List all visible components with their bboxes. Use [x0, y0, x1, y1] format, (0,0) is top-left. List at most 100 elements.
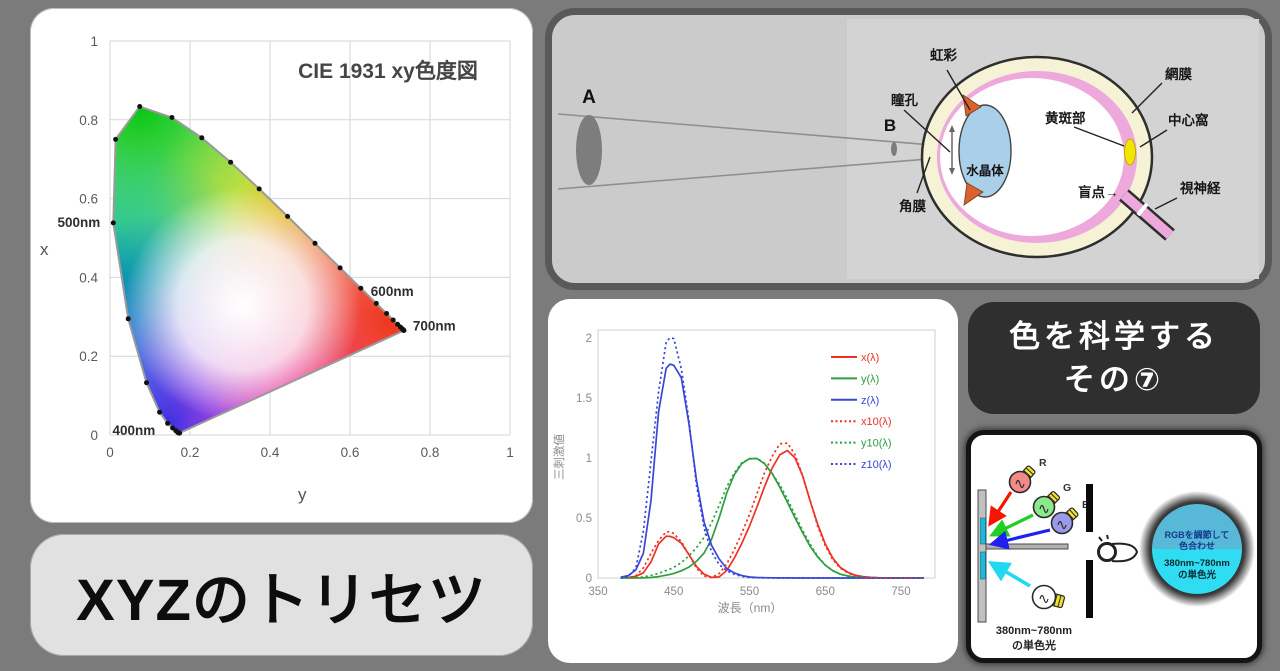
- lamp-red-label: R: [1039, 457, 1047, 469]
- optic-nerve: [1120, 191, 1174, 239]
- cie-y-axis-label: x: [40, 240, 49, 259]
- wavelength-dot: [169, 115, 175, 120]
- iris-label: 虹彩: [930, 47, 958, 63]
- iris-top: [962, 94, 982, 117]
- object-b-shape: [891, 142, 897, 156]
- y-tick-label: 1.5: [576, 393, 592, 405]
- x-tick-label: 0.6: [341, 445, 360, 460]
- lamp-white: [1031, 584, 1066, 610]
- x-tick-label: 0.2: [181, 445, 200, 460]
- y-tick-label: 1: [586, 453, 592, 465]
- xyz-title: XYZのトリセツ: [76, 568, 487, 633]
- optic-nerve-label: 視神経: [1179, 180, 1221, 196]
- beam-cyan: [987, 561, 1031, 588]
- pupil-label: 瞳孔: [891, 92, 919, 108]
- cmf-y-axis-label: 三刺激値: [552, 434, 566, 480]
- optic-nerve-gap: [1136, 202, 1149, 217]
- cmf-x-axis-label: 波長（nm）: [718, 601, 783, 615]
- fovea-pointer: [1139, 129, 1168, 148]
- series-title-line1: 色を科学する: [1009, 318, 1219, 354]
- cie-x-axis-label: y: [298, 485, 307, 504]
- cmf-legend: x(λ) y(λ) z(λ) x10(λ) y10(λ) z10(λ): [831, 352, 892, 471]
- cie-chart-title: CIE 1931 xy色度図: [298, 59, 478, 83]
- pupil-arrow-head-bottom: [949, 168, 955, 175]
- y-tick-label: 0: [90, 428, 98, 443]
- wavelength-dot: [157, 409, 163, 415]
- cie-wavelength-dots: [110, 104, 407, 436]
- screen-patch-rgb: [980, 517, 986, 545]
- iris-bottom: [963, 182, 984, 206]
- experiment-panel: R G B 380nm~780nm の単色光: [966, 430, 1262, 663]
- slit-bar-top: [1086, 484, 1093, 532]
- cie-wavelength-labels: 400nm 500nm 600nm 700nm: [58, 215, 456, 438]
- observer-eye-icon: [1097, 534, 1139, 563]
- macula-pointer: [1073, 126, 1125, 147]
- object-a-shape: [576, 115, 602, 185]
- cmf-curves: [620, 337, 924, 579]
- object-b-label: B: [884, 116, 896, 135]
- wavelength-dot: [228, 159, 234, 165]
- wavelength-dot: [401, 328, 407, 333]
- legend-entry-label: y10(λ): [861, 438, 892, 450]
- y-tick-label: 0.5: [576, 513, 592, 525]
- legend-entry-label: z10(λ): [861, 459, 892, 471]
- cmf-chart-panel: 350 450 550 650 750 0 0.5 1 1.5 2 x(λ) y(λ) z(λ) x10…: [548, 299, 958, 663]
- cmf-curve-z10(λ): [620, 337, 924, 579]
- lamp-green: [1032, 490, 1061, 519]
- wavelength-dot: [199, 135, 205, 141]
- wavelength-dot: [256, 186, 262, 192]
- mono-caption-line1: 380nm~780nm: [996, 625, 1072, 637]
- wavelength-dot: [285, 213, 291, 219]
- wavelength-dot: [358, 285, 364, 291]
- wavelength-dot: [165, 420, 171, 426]
- eye-anatomy-diagram: A B: [557, 19, 1259, 279]
- disc-bottom-text-line1: 380nm~780nm: [1164, 558, 1230, 569]
- y-tick-label: 0: [586, 573, 592, 585]
- x-tick-label: 1: [506, 445, 514, 460]
- cornea-label: 角膜: [899, 198, 927, 214]
- wavelength-annotation: 500nm: [58, 215, 101, 230]
- cornea-pointer: [916, 156, 931, 194]
- legend-entry-label: x(λ): [861, 352, 879, 364]
- y-tick-label: 0.4: [79, 270, 98, 285]
- y-tick-label: 1: [90, 34, 98, 49]
- screen-patch-mono: [980, 551, 986, 580]
- y-tick-label: 2: [586, 333, 592, 345]
- x-tick-label: 0.4: [261, 445, 280, 460]
- wavelength-dot: [384, 311, 390, 316]
- y-tick-label: 0.6: [79, 192, 98, 207]
- wavelength-dot: [110, 220, 116, 226]
- cmf-chart: 350 450 550 650 750 0 0.5 1 1.5 2 x(λ) y(λ) z(λ) x10…: [552, 329, 936, 615]
- fovea-label: 中心窩: [1168, 112, 1209, 128]
- legend-entry-label: y(λ): [861, 373, 879, 385]
- mono-caption-line2: の単色光: [1012, 638, 1056, 652]
- cmf-curve-x10(λ): [620, 442, 924, 579]
- wavelength-dot: [113, 136, 119, 142]
- beam-green: [989, 513, 1034, 537]
- iris-pointer: [946, 69, 971, 111]
- object-a-label: A: [582, 87, 596, 108]
- series-title-panel: 色を科学する その⑦: [968, 302, 1260, 414]
- cmf-curve-y10(λ): [620, 457, 924, 579]
- fovea-spot: [1124, 138, 1136, 166]
- x-tick-label: 0.8: [421, 445, 440, 460]
- wavelength-annotation: 600nm: [371, 284, 414, 299]
- lamp-blue: [1050, 507, 1079, 535]
- screen-divider: [985, 543, 1069, 550]
- slit-bar-bottom: [1086, 560, 1093, 618]
- wavelength-dot: [390, 317, 396, 323]
- pupil-arrow-head-top: [949, 125, 955, 132]
- x-tick-label: 350: [588, 586, 607, 598]
- x-tick-label: 0: [106, 445, 114, 460]
- wavelength-dot: [137, 104, 143, 109]
- xyz-title-panel: XYZのトリセツ: [30, 534, 533, 656]
- legend-entry-label: z(λ): [861, 395, 879, 407]
- disc-top-half: [1152, 504, 1242, 549]
- cmf-curve-y(λ): [620, 457, 924, 579]
- legend-entry-label: x10(λ): [861, 416, 892, 428]
- cie-chromaticity-chart: 0 0.2 0.4 0.6 0.8 1 1 0.8 0.6 0.4 0.2 0 400nm 500nm 6…: [40, 34, 514, 504]
- cie-tick-labels: 0 0.2 0.4 0.6 0.8 1 1 0.8 0.6 0.4 0.2 0: [79, 34, 514, 460]
- lamp-green-label: G: [1063, 482, 1071, 494]
- cie-chromaticity-panel: 0 0.2 0.4 0.6 0.8 1 1 0.8 0.6 0.4 0.2 0 400nm 500nm 6…: [30, 8, 533, 523]
- wavelength-dot: [373, 300, 379, 306]
